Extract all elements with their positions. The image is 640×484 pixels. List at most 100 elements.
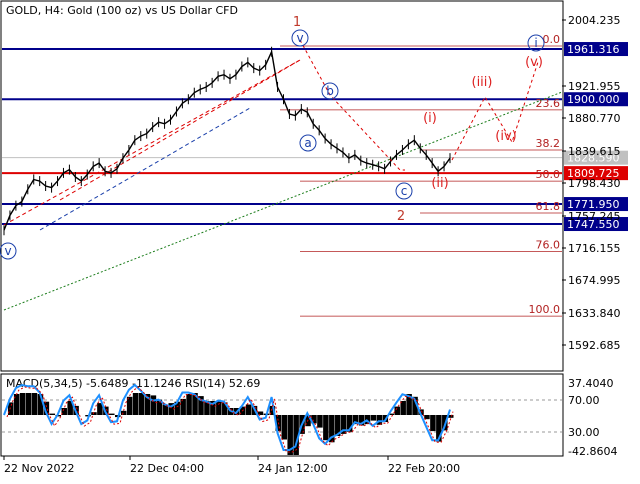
fib-label: 76.0 [536,238,561,251]
macd-histogram-bar [180,398,186,415]
fib-label: 100.0 [529,303,561,316]
price-level-label: 1828.590 [567,152,620,165]
x-tick-label: 24 Jan 12:00 [258,462,328,475]
price-level-label: 1809.725 [567,167,620,180]
wave-label: c [401,184,408,198]
macd-histogram-bar [49,413,56,415]
fib-label: 50.0 [536,168,561,181]
price-level-label: 1900.000 [567,93,620,106]
macd-histogram-bar [358,415,365,426]
wave-labels: 1 2 v a b c v i (i) (ii) (iii) (iv) (v) [0,15,545,260]
wave-label: (iii) [472,75,493,90]
macd-histogram-bar [162,404,169,415]
wave-circle [321,82,339,100]
macd-histogram-bar [430,415,436,432]
indicator-axis-label: 30.00 [568,426,600,439]
macd-histogram-bar [406,394,412,415]
macd-histogram-bar [7,402,14,415]
wave-label: v [296,31,303,45]
wave-label: (i) [423,111,437,126]
macd-histogram-bar [388,413,395,415]
macd-histogram-bar [67,401,73,415]
price-level-label: 1747.550 [567,218,620,231]
macd-histogram-bar [186,394,192,415]
y-tick-label: 1592.685 [568,339,621,352]
macd-histogram-bar [323,415,329,441]
macd-histogram-bar [340,415,347,434]
y-tick-label: 1839.615 [568,145,621,158]
price-level-tag [564,150,628,165]
macd-histogram-bar [287,415,293,455]
wave-circle [527,34,545,52]
macd-histogram-bar [156,399,163,415]
macd-histogram-bar [257,411,264,415]
macd-histogram-bar [281,415,287,440]
macd-histogram-bar [269,405,276,415]
trend-lines [3,59,563,311]
x-tick-label: 22 Feb 20:00 [388,462,460,475]
wave-circle [395,182,413,200]
macd-histogram-bar [436,415,442,442]
wave-label: a [304,136,311,150]
price-line [3,49,451,231]
y-tick-label: 1757.245 [568,210,621,223]
macd-histogram-bar [126,396,133,415]
channel-line [3,59,301,226]
wave-path-line [39,107,251,231]
channel-line [59,59,301,201]
wave-circle [299,134,317,152]
wave-label: (iv) [495,129,516,144]
macd-histogram-bar [245,404,252,415]
macd-histogram-bar [216,401,222,415]
macd-histogram-bar [370,415,377,421]
macd-histogram-bar [31,393,38,415]
macd-histogram-bar [168,403,175,415]
macd-histogram-bar [192,393,198,415]
macd-histogram-bar [448,415,454,418]
macd-histogram-bar [144,394,151,415]
horizontal-levels: 1961.316 1900.000 1828.590 1809.725 1771.950… [2,42,628,232]
macd-signal-line [6,386,454,453]
macd-histogram-bar [55,415,62,417]
fib-label: 38.2 [536,137,561,150]
wave-label: 2 [397,209,405,224]
rsi-line [3,383,451,451]
price-level-tag [564,217,628,232]
indicator-plot-frame [0,373,564,457]
wave-label: (ii) [431,176,448,191]
macd-histogram-bar [394,406,400,415]
indicator-axis-label: -42.8604 [568,445,617,458]
forecast-line [451,61,539,161]
macd-histogram-bar [222,402,228,415]
x-tick-label: 22 Dec 04:00 [130,462,204,475]
price-level-label: 1961.316 [567,43,620,56]
forecast-path [299,39,539,171]
price-level-label: 1771.950 [567,198,620,211]
macd-histogram-bar [109,413,115,415]
macd-histogram-bar [335,415,341,436]
main-plot-frame [0,0,564,372]
macd-histogram-bar [293,415,299,455]
macd-histogram-bar [97,403,103,415]
macd-histogram-bar [25,393,32,415]
y-tick-label: 1921.955 [568,80,621,93]
macd-histogram-bar [400,401,406,415]
indicator-axis-label: 37.4040 [568,377,614,390]
time-axis: 22 Nov 2022 22 Dec 04:00 24 Jan 12:00 22 Fe… [3,456,460,475]
macd-histogram-bar [418,409,424,415]
macd-histogram-bar [329,415,335,443]
y-tick-label: 1716.155 [568,242,621,255]
macd-histogram-bar [317,415,323,428]
price-level-tag [564,166,628,181]
macd-histogram-bar [61,408,67,415]
wave-label: v [4,244,11,258]
macd-histogram-bar [204,401,210,415]
macd-histogram-bar [132,393,139,415]
wave-label: (v) [525,55,543,70]
wave-label: b [326,84,334,98]
support-trendline [3,91,563,311]
macd-histogram-bar [150,395,157,415]
macd-histogram-bar [412,396,418,415]
